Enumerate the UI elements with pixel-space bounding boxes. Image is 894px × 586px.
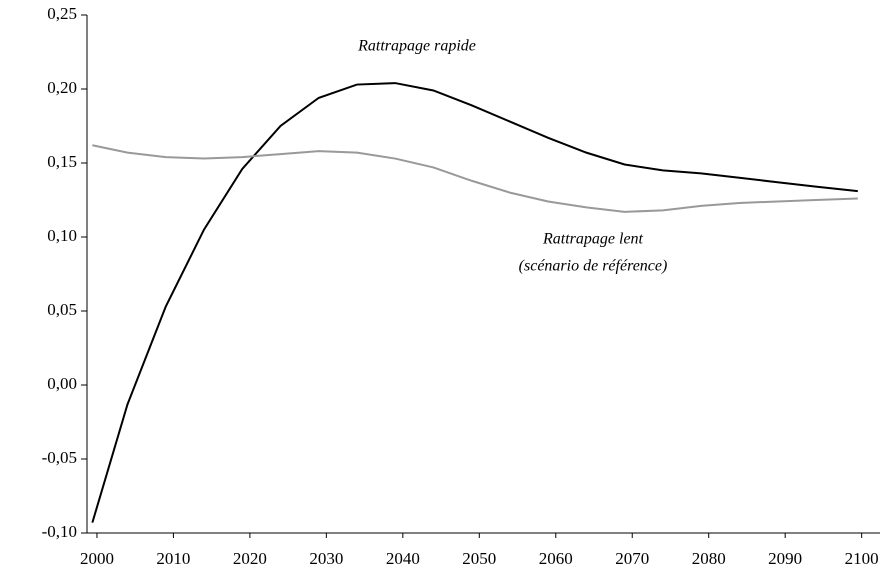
annotation: (scénario de référence) (519, 258, 668, 275)
annotation: Rattrapage rapide (357, 38, 476, 55)
x-tick-label: 2090 (768, 549, 802, 568)
y-tick-label: 0,15 (47, 152, 77, 171)
y-tick-label: -0,05 (42, 448, 77, 467)
series-line (91, 82, 858, 523)
x-tick-label: 2070 (615, 549, 649, 568)
x-tick-label: 2020 (233, 549, 267, 568)
y-tick-label: 0,05 (47, 300, 77, 319)
x-tick-label: 2030 (309, 549, 343, 568)
x-tick-label: 2080 (692, 549, 726, 568)
x-tick-label: 2010 (156, 549, 190, 568)
x-tick-label: 2100 (845, 549, 879, 568)
series-line (92, 144, 858, 213)
y-tick-label: 0,00 (47, 374, 77, 393)
x-tick-label: 2060 (539, 549, 573, 568)
x-tick-label: 2040 (386, 549, 420, 568)
y-tick-label: 0,20 (47, 78, 77, 97)
y-tick-label: 0,10 (47, 226, 77, 245)
x-tick-label: 2000 (80, 549, 114, 568)
x-tick-label: 2050 (462, 549, 496, 568)
y-tick-label: 0,25 (47, 4, 77, 23)
annotation: Rattrapage lent (542, 231, 644, 248)
y-tick-label: -0,10 (42, 522, 77, 541)
